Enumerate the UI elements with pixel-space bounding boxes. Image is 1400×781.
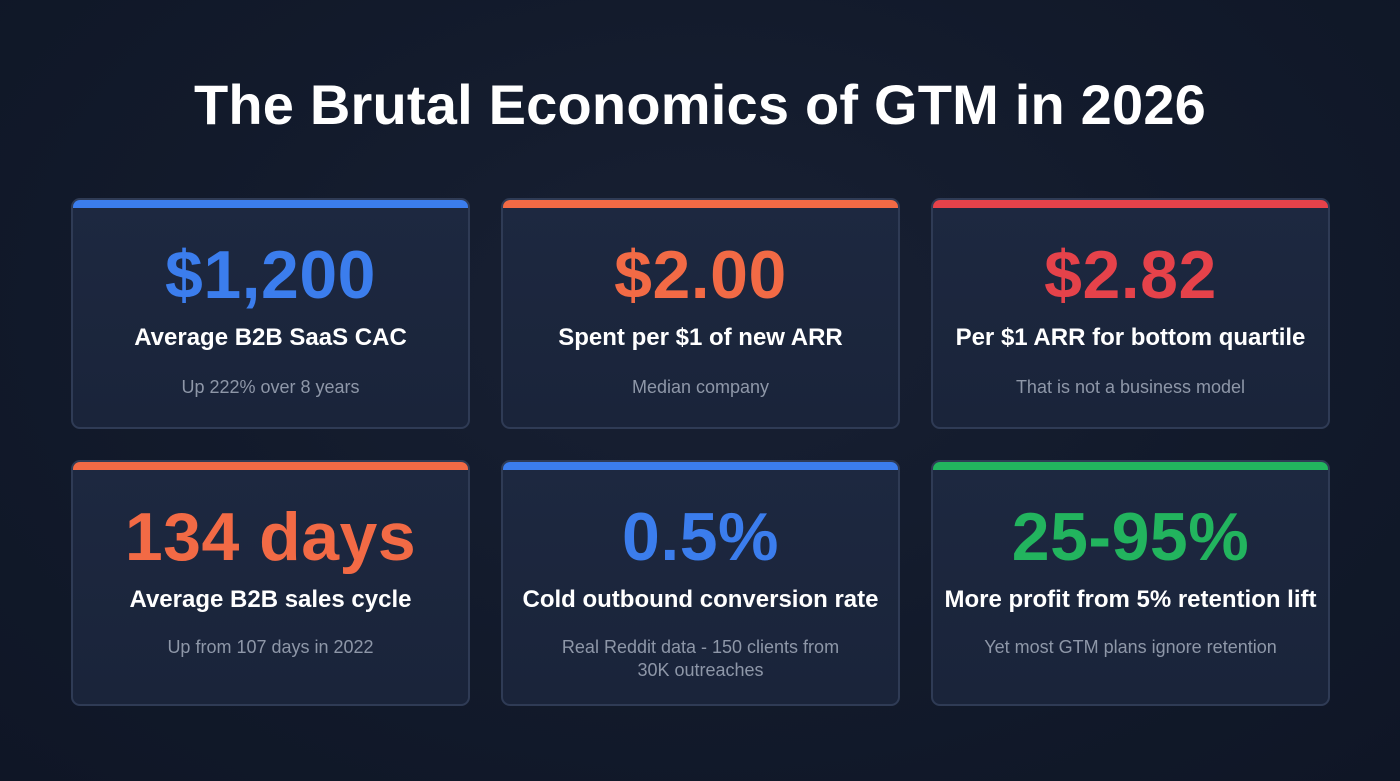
page-title: The Brutal Economics of GTM in 2026: [193, 73, 1207, 136]
stat-card-retention: 25-95% More profit from 5% retention lif…: [931, 460, 1330, 706]
stat-value: 134 days: [124, 499, 417, 575]
stat-subtext: Up 222% over 8 years: [181, 377, 360, 397]
stat-value: $2.82: [1044, 237, 1217, 313]
stat-subtext: Yet most GTM plans ignore retention: [984, 637, 1277, 657]
stat-value: 25-95%: [1011, 499, 1250, 575]
stat-value: $2.00: [614, 237, 787, 313]
accent-bar: [73, 200, 468, 208]
stat-subtext: Real Reddit data - 150 clients from 30K …: [561, 637, 840, 680]
accent-bar: [933, 462, 1328, 470]
stat-subtext: Up from 107 days in 2022: [167, 637, 374, 657]
accent-bar: [503, 462, 898, 470]
stat-label: Average B2B sales cycle: [129, 586, 412, 613]
stat-label: Spent per $1 of new ARR: [558, 324, 843, 351]
stat-label: Average B2B SaaS CAC: [134, 324, 407, 351]
stat-label: Cold outbound conversion rate: [522, 586, 879, 613]
stat-subtext: That is not a business model: [1015, 377, 1246, 397]
stat-value: $1,200: [165, 237, 376, 313]
stat-label: Per $1 ARR for bottom quartile: [955, 324, 1306, 351]
accent-bar: [933, 200, 1328, 208]
accent-bar: [503, 200, 898, 208]
stat-subtext: Median company: [631, 377, 770, 397]
stat-cards-grid: $1,200 Average B2B SaaS CAC Up 222% over…: [71, 198, 1330, 706]
stat-card-spend-per-arr: $2.00 Spent per $1 of new ARR Median com…: [501, 198, 900, 429]
stat-value: 0.5%: [622, 499, 779, 575]
stat-label: More profit from 5% retention lift: [944, 586, 1317, 613]
accent-bar: [73, 462, 468, 470]
stat-card-cold-outbound: 0.5% Cold outbound conversion rate Real …: [501, 460, 900, 706]
stat-card-sales-cycle: 134 days Average B2B sales cycle Up from…: [71, 460, 470, 706]
stat-card-cac: $1,200 Average B2B SaaS CAC Up 222% over…: [71, 198, 470, 429]
stat-card-bottom-quartile: $2.82 Per $1 ARR for bottom quartile Tha…: [931, 198, 1330, 429]
